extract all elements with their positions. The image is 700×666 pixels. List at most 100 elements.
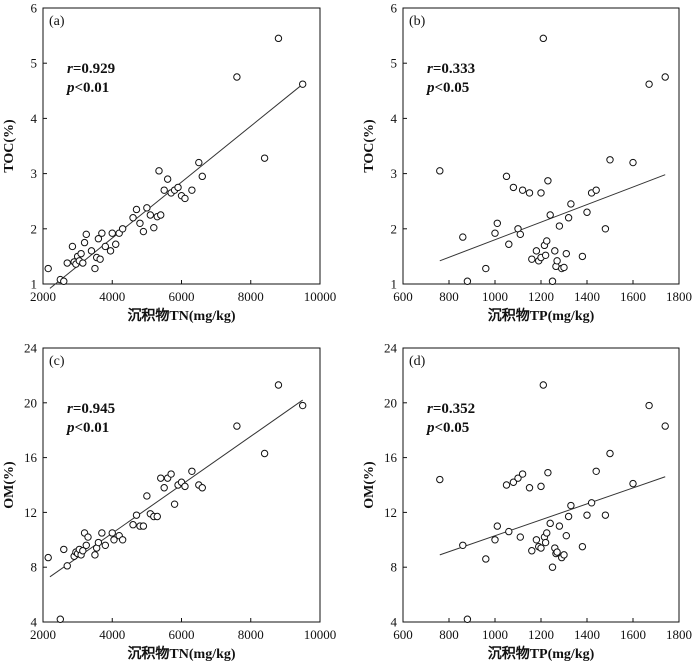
data-point [463, 277, 472, 285]
data-point [233, 422, 241, 430]
data-point [544, 177, 552, 185]
data-point [155, 167, 163, 175]
data-point [509, 183, 518, 192]
data-point [436, 475, 444, 484]
x-tick-label: 1400 [574, 627, 600, 642]
data-point [98, 529, 106, 537]
data-point [592, 467, 600, 475]
x-tick-label: 8000 [238, 289, 264, 304]
data-point [160, 186, 168, 194]
data-point [548, 563, 557, 571]
p-value-annotation: p<0.01 [65, 80, 109, 96]
data-point [502, 481, 511, 489]
data-point [525, 484, 534, 492]
x-tick-label: 1000 [482, 627, 508, 642]
p-value-annotation: p<0.01 [65, 420, 109, 436]
data-point [493, 522, 501, 530]
r-value: =0.929 [73, 61, 115, 77]
data-point [528, 547, 536, 555]
data-point [94, 538, 103, 547]
y-tick-label: 2 [391, 221, 398, 236]
data-point [188, 186, 196, 194]
data-point [91, 264, 99, 273]
data-point [645, 80, 653, 88]
x-tick-label: 1200 [528, 627, 554, 642]
data-point [157, 211, 165, 219]
data-point [110, 536, 118, 544]
data-point [583, 511, 591, 519]
x-tick-label: 1800 [666, 627, 692, 642]
data-point [150, 223, 158, 232]
p-symbol: p [425, 80, 435, 96]
data-point [629, 158, 637, 167]
data-point [181, 482, 189, 491]
data-point [146, 211, 155, 219]
y-tick-label: 3 [391, 166, 398, 181]
data-point [63, 259, 71, 267]
data-point [537, 189, 545, 197]
y-tick-label: 16 [24, 450, 38, 465]
data-point [553, 548, 561, 556]
p-value: <0.01 [75, 420, 110, 436]
x-tick-label: 800 [439, 289, 459, 304]
data-point [482, 264, 490, 273]
data-point [82, 230, 90, 239]
data-point [560, 551, 568, 559]
p-symbol: p [425, 420, 435, 436]
data-point [195, 158, 203, 167]
data-point [96, 255, 104, 263]
data-point [118, 536, 127, 544]
x-axis-label: 沉积物TP(mg/kg) [488, 645, 595, 662]
data-point [129, 521, 137, 529]
plot-frame [402, 7, 680, 285]
y-tick-label: 6 [391, 1, 398, 16]
data-point [60, 277, 68, 285]
data-point [106, 247, 115, 255]
r-value: =0.945 [73, 401, 115, 417]
data-point [132, 205, 141, 214]
x-tick-label: 2000 [30, 289, 56, 304]
data-point [170, 500, 179, 508]
data-point [505, 527, 513, 536]
data-point [541, 251, 550, 259]
data-point [629, 479, 637, 488]
p-symbol: p [65, 80, 75, 96]
y-axis-label: OM(%) [2, 461, 17, 509]
data-point [94, 235, 103, 243]
data-point [502, 172, 511, 181]
data-point [174, 183, 182, 192]
data-point [606, 449, 614, 458]
data-point [198, 484, 206, 492]
data-point [459, 233, 467, 241]
data-point [539, 34, 547, 43]
y-tick-label: 2 [31, 221, 38, 236]
data-point [160, 484, 168, 492]
y-tick-label: 8 [31, 560, 38, 575]
data-point [555, 222, 564, 230]
data-point [578, 542, 587, 551]
data-point [82, 541, 90, 549]
data-point [274, 381, 283, 389]
x-tick-label: 6000 [169, 289, 195, 304]
data-point [44, 264, 52, 273]
y-tick-label: 4 [31, 615, 38, 630]
data-point [645, 401, 653, 410]
data-point [60, 545, 68, 554]
x-tick-label: 1200 [528, 289, 554, 304]
data-point [544, 468, 552, 477]
data-point [77, 249, 85, 258]
data-point [274, 34, 283, 43]
data-point [661, 73, 669, 81]
y-tick-label: 16 [384, 450, 398, 465]
data-point [260, 154, 269, 162]
r-symbol: r [427, 401, 433, 417]
data-point [108, 529, 116, 537]
data-point [143, 204, 151, 212]
data-point [101, 242, 110, 251]
y-tick-label: 5 [391, 56, 398, 71]
data-point [63, 562, 71, 570]
y-tick-label: 20 [24, 395, 37, 410]
data-point [198, 172, 206, 181]
panel-1: 2000 4000 6000 8000 10000 1 2 3 4 5 6 沉积物TN(mg/kg) T… [2, 1, 336, 325]
x-tick-label: 10000 [304, 627, 337, 642]
